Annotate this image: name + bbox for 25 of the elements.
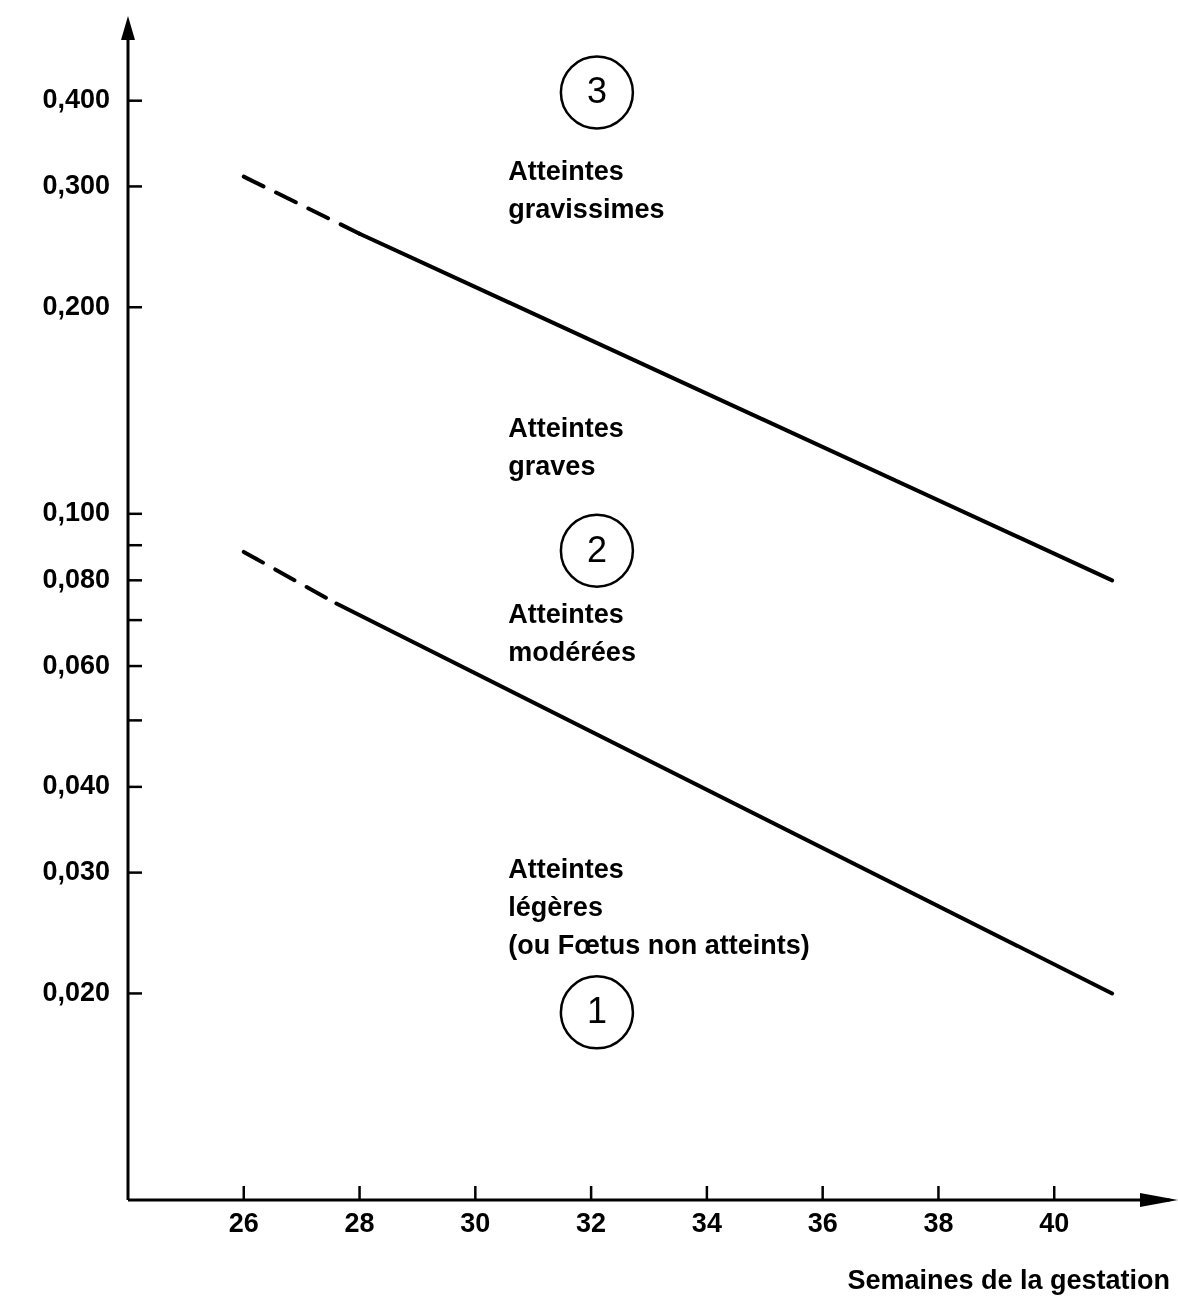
y-tick-label: 0,400 — [42, 84, 110, 115]
y-tick-label: 0,200 — [42, 290, 110, 321]
y-tick-label: 0,300 — [42, 169, 110, 200]
annotation: Atteintes gravissimes — [508, 156, 665, 225]
x-tick-label: 32 — [576, 1207, 607, 1238]
x-tick-label: 34 — [691, 1207, 722, 1238]
x-axis-title: Semaines de la gestation — [847, 1265, 1170, 1296]
y-tick-label: 0,030 — [42, 856, 110, 887]
y-tick-label: 0,080 — [42, 563, 110, 594]
annotation: 3 — [586, 70, 607, 112]
x-tick-label: 36 — [807, 1207, 838, 1238]
annotation: Atteintes légères (ou Fœtus non atteints) — [508, 854, 810, 960]
y-tick-label: 0,100 — [42, 497, 110, 528]
annotation: 1 — [586, 990, 607, 1032]
x-tick-label: 30 — [460, 1207, 491, 1238]
annotation: 2 — [586, 528, 607, 570]
y-tick-label: 0,060 — [42, 649, 110, 680]
x-tick-label: 26 — [228, 1207, 259, 1238]
annotation: Atteintes modérées — [508, 599, 636, 668]
annotation: Atteintes graves — [508, 412, 624, 481]
y-tick-label: 0,040 — [42, 770, 110, 801]
y-tick-label: 0,020 — [42, 976, 110, 1007]
x-tick-label: 40 — [1039, 1207, 1070, 1238]
x-tick-label: 38 — [923, 1207, 954, 1238]
x-tick-label: 28 — [344, 1207, 375, 1238]
